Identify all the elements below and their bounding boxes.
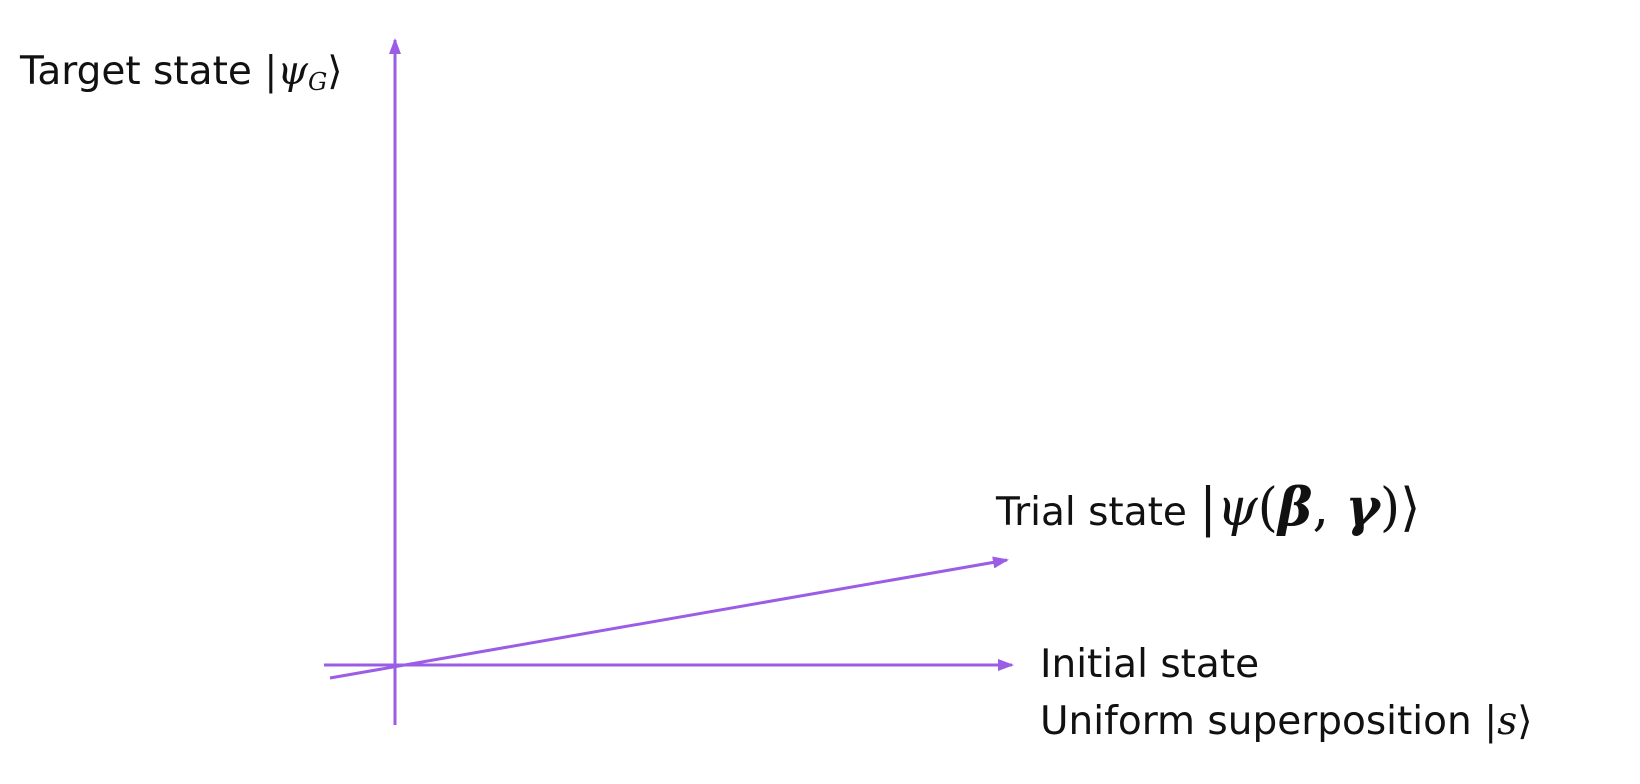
uniform-superposition-text: Uniform superposition [1040, 699, 1485, 744]
trial-state-text: Trial state [996, 490, 1200, 535]
trial-state-ket: |ψ(β, γ)⟩ [1199, 477, 1421, 538]
target-state-label: Target state |ψG⟩ [20, 52, 343, 94]
target-state-text: Target state [20, 49, 265, 94]
trial-state-vector [329, 556, 1009, 680]
target-state-ket: |ψG⟩ [264, 49, 343, 97]
uniform-superposition-ket: |s⟩ [1484, 699, 1533, 744]
initial-state-label: Initial state [1040, 645, 1259, 684]
uniform-superposition-label: Uniform superposition |s⟩ [1040, 702, 1533, 741]
initial-state-text: Initial state [1040, 642, 1260, 687]
trial-state-label: Trial state |ψ(β, γ)⟩ [996, 482, 1420, 535]
